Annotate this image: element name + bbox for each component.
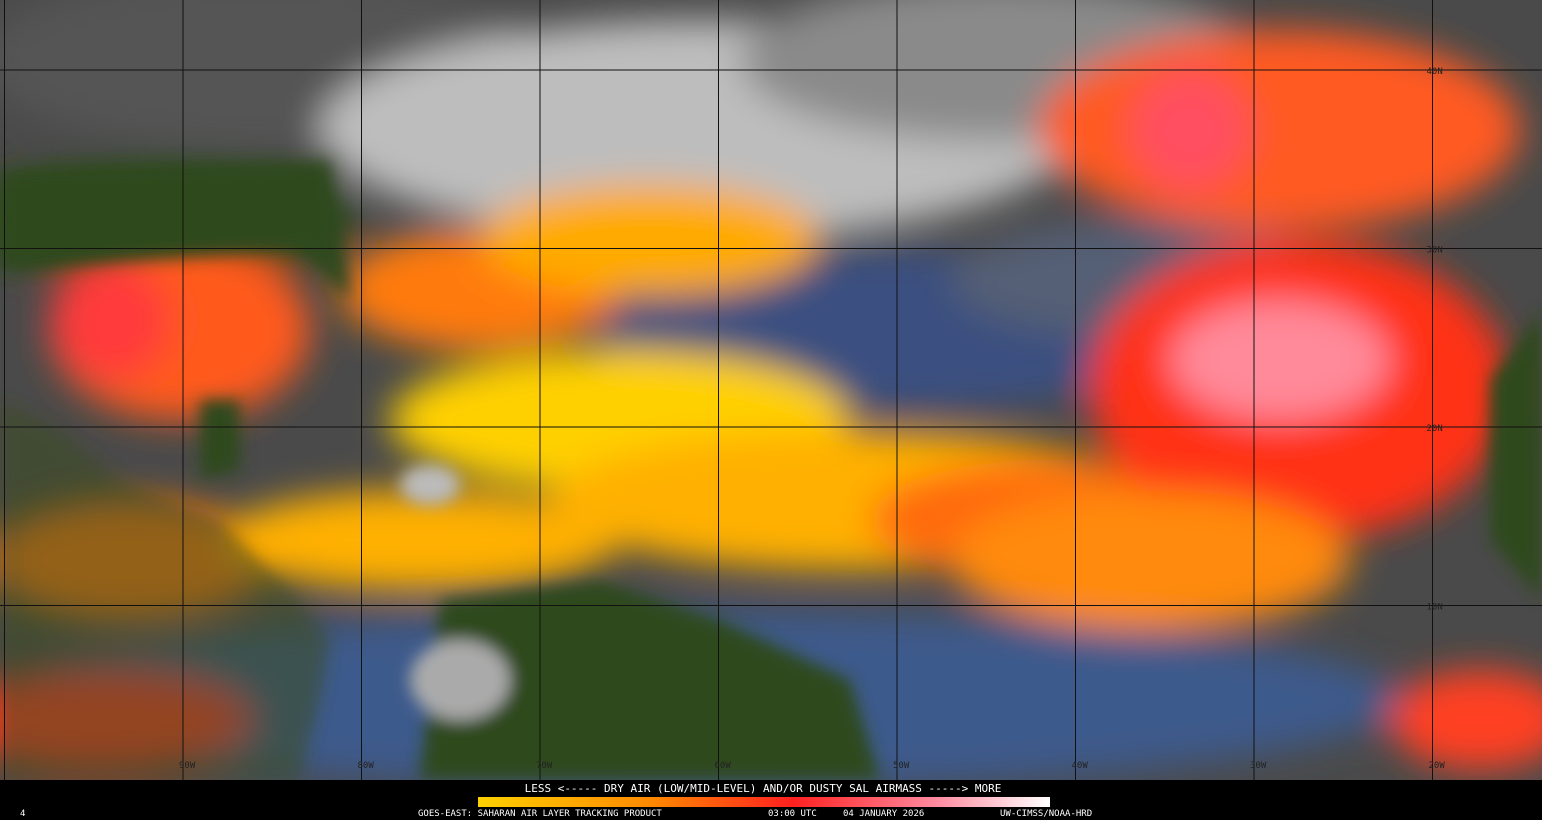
color-scale [478,797,1050,807]
longitude-label: 50W [893,761,910,771]
longitude-label: 30W [1250,761,1267,771]
longitude-label: 40W [1072,761,1089,771]
latitude-label: 20N [1427,424,1443,434]
product-name: GOES-EAST: SAHARAN AIR LAYER TRACKING PR… [418,809,662,819]
longitude-label: 20W [1429,761,1446,771]
longitude-label: 70W [536,761,553,771]
longitude-label: 80W [358,761,375,771]
imagery [0,0,1542,790]
latitude-label: 40N [1427,67,1443,77]
time: 03:00 UTC [768,809,817,819]
frame-number: 4 [20,809,25,819]
credit: UW-CIMSS/NOAA-HRD [1000,809,1092,819]
latitude-label: 30N [1427,246,1443,256]
legend-caption: LESS <----- DRY AIR (LOW/MID-LEVEL) AND/… [525,782,1002,795]
latitude-label: 10N [1427,603,1443,613]
longitude-label: 60W [715,761,732,771]
longitude-label: 90W [179,761,196,771]
date: 04 JANUARY 2026 [843,809,924,819]
legend-bar: LESS <----- DRY AIR (LOW/MID-LEVEL) AND/… [0,780,1542,820]
land [0,160,1542,780]
